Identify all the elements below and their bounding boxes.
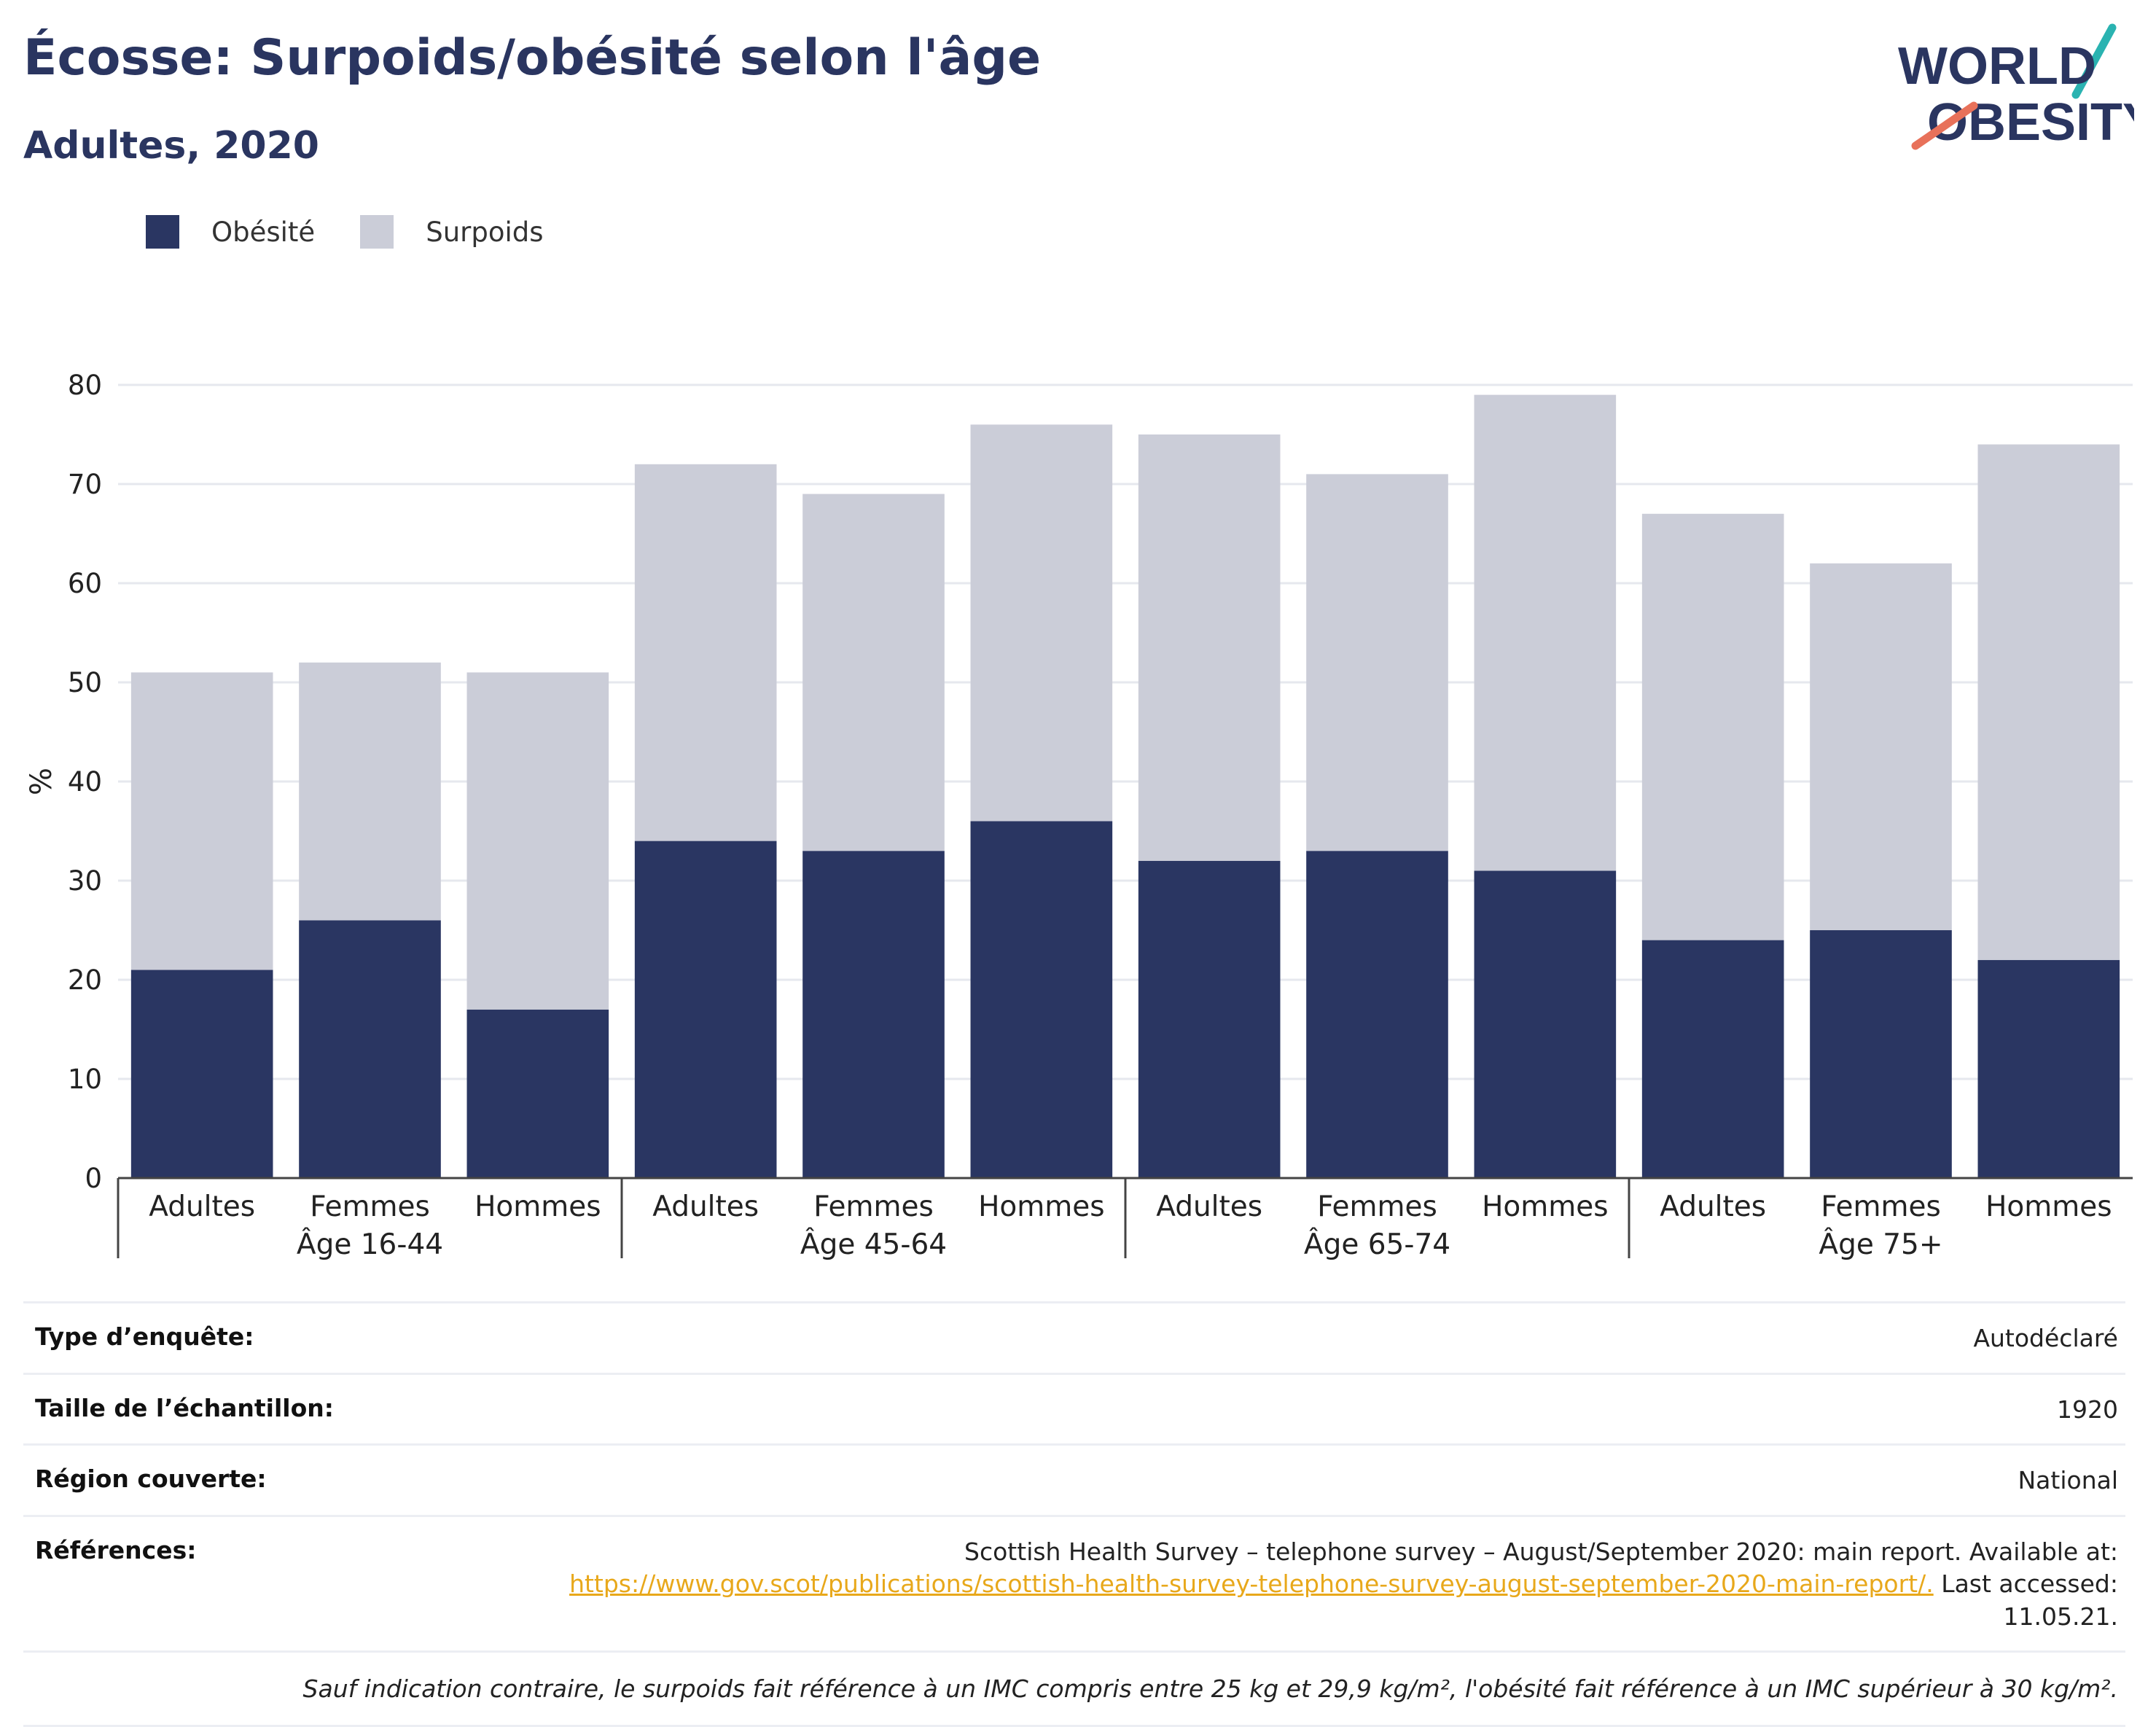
bar-obesite[interactable] [299,920,441,1178]
x-tick-label: Hommes [978,1190,1104,1223]
info-value: National [2018,1466,2118,1495]
bar-obesite[interactable] [634,841,777,1178]
y-tick-label: 50 [68,667,102,698]
bar-surpoids[interactable] [970,424,1113,822]
group-label: Âge 16-44 [297,1227,443,1261]
bar-surpoids[interactable] [466,672,609,1010]
info-row-references: Références: Scottish Health Survey – tel… [23,1514,2125,1651]
y-tick-label: 20 [68,964,102,996]
bar-obesite[interactable] [1641,940,1784,1178]
bar-surpoids[interactable] [802,494,945,851]
bar-obesite[interactable] [1306,851,1448,1178]
chart-subtitle: Adultes, 2020 [23,124,319,168]
bar-obesite[interactable] [970,821,1113,1178]
bar-surpoids[interactable] [299,662,441,921]
bar-surpoids[interactable] [1977,444,2120,960]
info-label: Région couverte: [35,1465,267,1494]
legend-item-surpoids[interactable]: Surpoids [360,215,544,249]
world-obesity-logo: WORLD OBESITY [1898,23,2134,152]
bar-surpoids[interactable] [1306,474,1448,851]
legend-label-obesite: Obésité [211,216,316,248]
bar-surpoids[interactable] [1474,394,1617,871]
references-citation: Scottish Health Survey – telephone surve… [964,1537,2118,1566]
legend-item-obesite[interactable]: Obésité [146,215,315,249]
bar-surpoids[interactable] [1810,563,1952,930]
legend-label-surpoids: Surpoids [426,216,544,248]
x-tick-label: Hommes [1985,1190,2112,1223]
x-tick-label: Hommes [474,1190,601,1223]
x-tick-label: Femmes [813,1190,934,1223]
logo-line2: OBESITY [1927,93,2134,152]
info-label: Références: [35,1535,197,1564]
y-tick-label: 0 [85,1163,102,1194]
group-label: Âge 65-74 [1304,1227,1450,1261]
x-tick-label: Femmes [1821,1190,1941,1223]
bar-surpoids[interactable] [130,672,273,970]
bar-obesite[interactable] [1474,870,1617,1178]
legend-swatch-surpoids [360,215,394,249]
y-tick-label: 40 [68,766,102,798]
info-row-sample-size: Taille de l’échantillon: 1920 [23,1372,2125,1444]
info-row-region: Région couverte: National [23,1443,2125,1515]
bar-surpoids[interactable] [1138,434,1281,861]
info-label: Taille de l’échantillon: [35,1393,334,1422]
x-tick-label: Femmes [1317,1190,1437,1223]
info-label: Type d’enquête: [35,1322,254,1351]
bar-surpoids[interactable] [634,464,777,841]
logo-line1: WORLD [1898,37,2096,95]
group-label: Âge 45-64 [800,1227,947,1261]
bar-surpoids[interactable] [1641,513,1784,940]
chart-title: Écosse: Surpoids/obésité selon l'âge [23,29,1042,87]
y-tick-label: 30 [68,865,102,897]
y-tick-label: 80 [68,370,102,401]
info-value: 1920 [2057,1395,2118,1424]
y-tick-label: 60 [68,568,102,599]
stacked-bar-chart: 0 10 20 30 40 50 60 70 80% Adultes Femmes Hommes Adu… [25,370,2133,1261]
bar-obesite[interactable] [1977,959,2120,1178]
info-value: Autodéclaré [1973,1324,2118,1352]
group-label: Âge 75+ [1819,1227,1942,1261]
references-text: Scottish Health Survey – telephone surve… [551,1536,2118,1634]
y-tick-label: 10 [68,1064,102,1095]
survey-info-table: Type d’enquête: Autodéclaré Taille de l’… [23,1301,2125,1727]
bar-obesite[interactable] [1138,860,1281,1178]
info-row-survey-type: Type d’enquête: Autodéclaré [23,1301,2125,1373]
chart-legend: Obésité Surpoids [146,215,589,249]
bar-obesite[interactable] [466,1009,609,1178]
bar-obesite[interactable] [130,970,273,1178]
x-tick-label: Adultes [1156,1190,1262,1223]
x-tick-label: Adultes [1660,1190,1766,1223]
x-tick-label: Adultes [149,1190,255,1223]
references-link[interactable]: https://www.gov.scot/publications/scotti… [569,1570,1934,1599]
legend-swatch-obesite [146,215,179,249]
references-last-accessed: Last accessed: 11.05.21. [1933,1570,2118,1631]
bmi-definition-note: Sauf indication contraire, le surpoids f… [23,1650,2125,1727]
y-tick-label: 70 [68,469,102,500]
y-axis-label: % [25,768,58,795]
bar-obesite[interactable] [802,851,945,1178]
x-tick-label: Hommes [1482,1190,1608,1223]
x-tick-label: Femmes [310,1190,430,1223]
bar-obesite[interactable] [1810,930,1952,1178]
x-tick-label: Adultes [652,1190,759,1223]
